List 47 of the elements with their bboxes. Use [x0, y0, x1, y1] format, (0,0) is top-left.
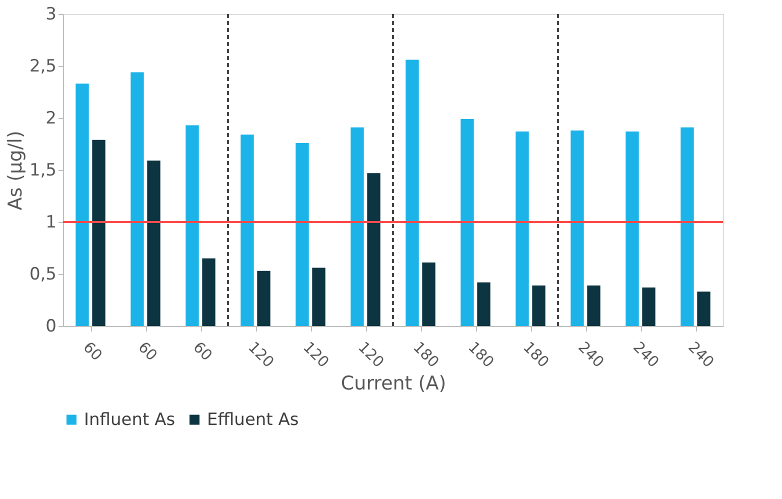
x-tick-label: 120: [354, 338, 388, 372]
x-tick-label: 120: [300, 338, 333, 372]
legend-label: Influent As: [84, 410, 176, 430]
bar: [587, 285, 600, 326]
bar: [680, 127, 694, 326]
bar: [697, 292, 710, 326]
bar: [130, 72, 144, 326]
x-tick-label: 180: [520, 338, 553, 372]
bar: [532, 285, 546, 326]
x-tick-label: 60: [80, 338, 106, 364]
bar: [460, 119, 474, 326]
bar: [406, 60, 419, 326]
legend-label: Effluent As: [207, 410, 299, 430]
bar: [76, 84, 89, 326]
y-tick-label: 1: [46, 212, 56, 232]
bar: [257, 270, 270, 326]
bar: [312, 268, 326, 326]
bar: [240, 134, 254, 326]
bar: [626, 132, 639, 326]
y-tick-label: 2,5: [29, 56, 56, 76]
x-tick-label: 60: [134, 338, 161, 364]
x-tick-label: 180: [410, 338, 443, 372]
x-tick-label: 240: [630, 338, 663, 372]
x-tick-label: 60: [190, 338, 216, 364]
bar: [296, 142, 309, 326]
x-tick-label: 240: [684, 338, 718, 372]
bar: [422, 262, 436, 326]
x-tick-label: 120: [244, 338, 278, 372]
bar: [186, 125, 199, 326]
bar: [367, 173, 380, 326]
x-axis-title: Current (A): [340, 372, 446, 394]
y-tick-label: 3: [46, 4, 56, 24]
y-tick-label: 0,5: [29, 264, 56, 284]
y-tick-label: 1,5: [29, 160, 56, 180]
x-tick-label: 180: [464, 338, 498, 372]
x-tick-label: 240: [574, 338, 608, 372]
bar: [350, 127, 364, 326]
bar: [642, 288, 656, 326]
bar: [570, 130, 584, 326]
bar: [516, 132, 529, 326]
y-tick-label: 0: [46, 316, 56, 336]
y-axis-title: As (µg/l): [4, 130, 26, 210]
bar: [92, 140, 106, 326]
bar: [202, 258, 216, 326]
y-tick-label: 2: [46, 108, 56, 128]
bar: [147, 160, 160, 326]
bar: [477, 282, 490, 326]
